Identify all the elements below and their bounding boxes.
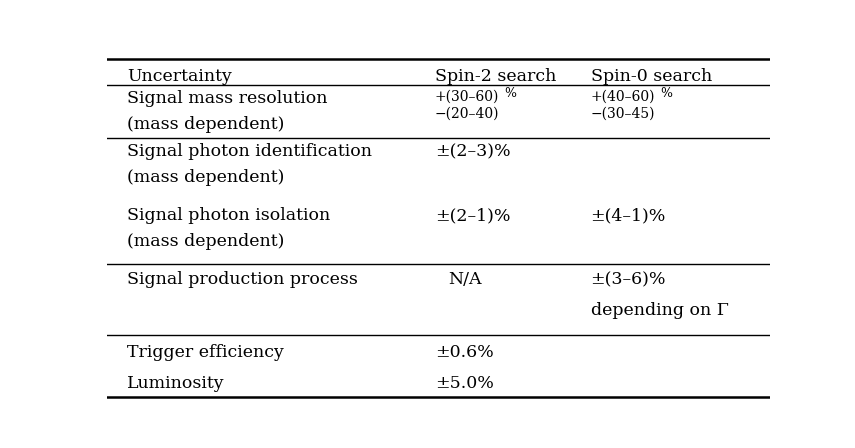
Text: +(40–60): +(40–60): [591, 90, 655, 104]
Text: Signal production process: Signal production process: [127, 271, 357, 288]
Text: Spin-0 search: Spin-0 search: [591, 68, 712, 85]
Text: Signal photon identification: Signal photon identification: [127, 143, 372, 160]
Text: −(30–45): −(30–45): [591, 107, 655, 121]
Text: (mass dependent): (mass dependent): [127, 233, 284, 250]
Text: ±(3–6)%: ±(3–6)%: [591, 271, 666, 288]
Text: Spin-2 search: Spin-2 search: [435, 68, 557, 85]
Text: ±(4–1)%: ±(4–1)%: [591, 207, 666, 224]
Text: ±(2–3)%: ±(2–3)%: [435, 143, 510, 160]
Text: ±(2–1)%: ±(2–1)%: [435, 207, 510, 224]
Text: %: %: [660, 87, 672, 100]
Text: ±0.6%: ±0.6%: [435, 344, 493, 361]
Text: Luminosity: Luminosity: [127, 375, 224, 392]
Text: Trigger efficiency: Trigger efficiency: [127, 344, 284, 361]
Text: +(30–60): +(30–60): [435, 90, 499, 104]
Text: Signal photon isolation: Signal photon isolation: [127, 207, 330, 224]
Text: (mass dependent): (mass dependent): [127, 116, 284, 133]
Text: (mass dependent): (mass dependent): [127, 169, 284, 186]
Text: N/A: N/A: [448, 271, 481, 288]
Text: %: %: [504, 87, 516, 100]
Text: depending on Γ: depending on Γ: [591, 302, 728, 319]
Text: ±5.0%: ±5.0%: [435, 375, 493, 392]
Text: Uncertainty: Uncertainty: [127, 68, 232, 85]
Text: Signal mass resolution: Signal mass resolution: [127, 90, 327, 107]
Text: −(20–40): −(20–40): [435, 107, 499, 121]
